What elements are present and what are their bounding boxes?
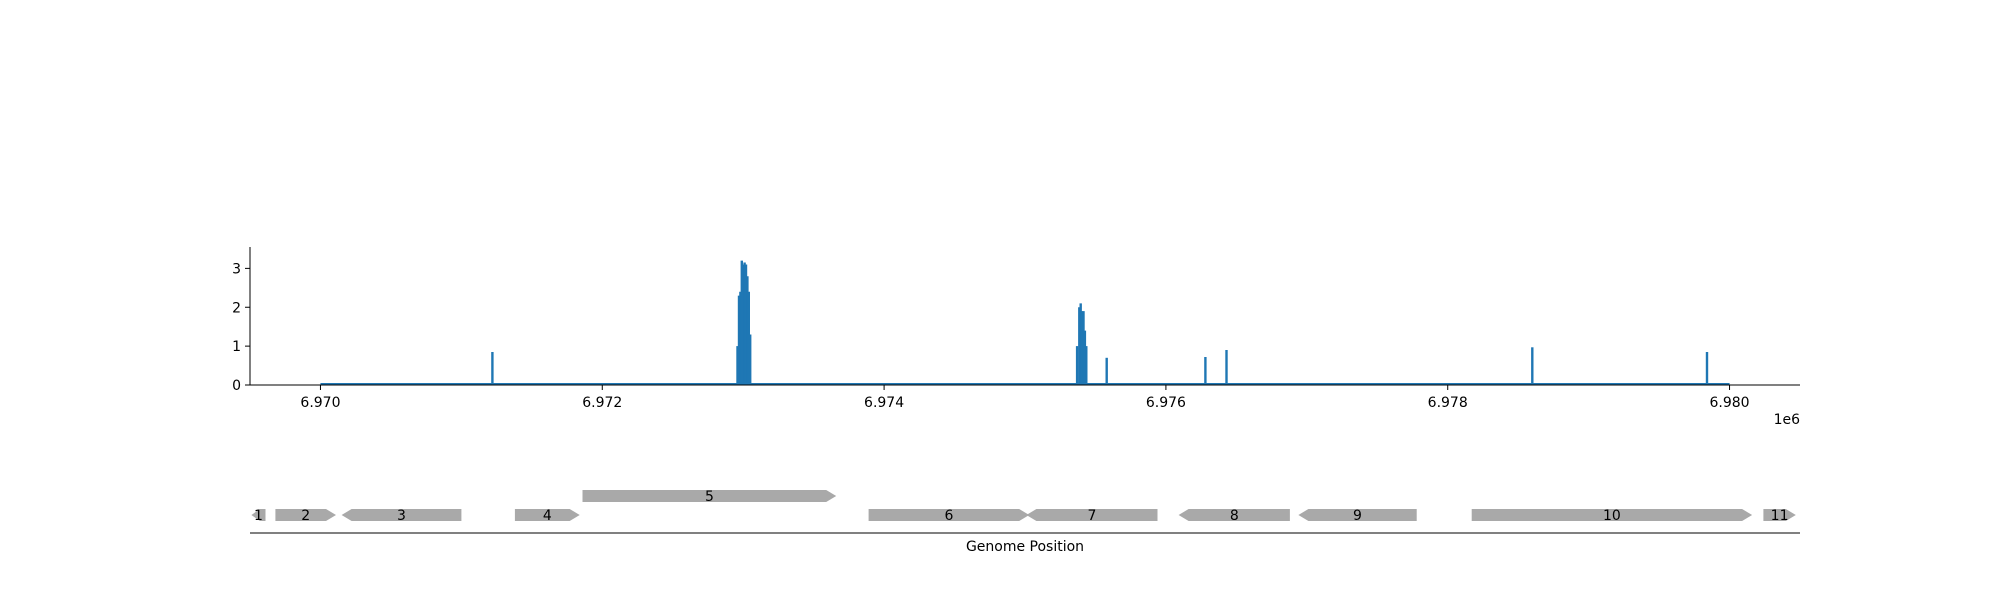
gene-arrow: [1178, 509, 1290, 521]
gene-10: 10: [1471, 508, 1753, 524]
gene-4: 4: [514, 508, 580, 524]
x-tick-label: 6.978: [1428, 395, 1468, 411]
gene-8: 8: [1178, 508, 1290, 524]
gene-arrow: [1763, 509, 1796, 521]
gene-label: 11: [1771, 508, 1789, 524]
gene-label: 5: [705, 489, 714, 505]
gene-7: 7: [1026, 508, 1158, 524]
gene-1: 1: [251, 508, 266, 524]
gene-label: 4: [543, 508, 552, 524]
gene-6: 6: [868, 508, 1030, 524]
gene-label: 3: [397, 508, 406, 524]
gene-label: 7: [1087, 508, 1096, 524]
coverage-x-ticks: 6.970 6.972 6.974 6.976 6.978 6.980: [300, 385, 1750, 411]
y-tick-label: 0: [232, 378, 241, 394]
gene-label: 6: [944, 508, 953, 524]
x-tick-label: 6.974: [864, 395, 904, 411]
gene-arrow: [582, 490, 837, 502]
gene-11: 11: [1763, 508, 1796, 524]
coverage-spikes: [491, 260, 1709, 385]
gene-arrow: [1298, 509, 1417, 521]
y-tick-label: 2: [232, 300, 241, 316]
gene-label: 1: [254, 508, 263, 524]
gene-3: 3: [341, 508, 462, 524]
gene-arrow: [514, 509, 580, 521]
gene-arrow: [251, 509, 266, 521]
gene-label: 2: [301, 508, 310, 524]
gene-arrow: [1026, 509, 1158, 521]
gene-label: 9: [1353, 508, 1362, 524]
gene-arrow: [1471, 509, 1753, 521]
gene-track-x-label: Genome Position: [966, 539, 1084, 555]
gene-9: 9: [1298, 508, 1417, 524]
x-axis-offset-label: 1e6: [1774, 412, 1801, 428]
gene-track-panel: 1 2 3 4 5 6 7 8 9 10 11 Genome Position: [250, 489, 1800, 555]
x-tick-label: 6.976: [1146, 395, 1186, 411]
gene-arrow: [275, 509, 336, 521]
x-tick-label: 6.970: [300, 395, 340, 411]
gene-2: 2: [275, 508, 336, 524]
coverage-y-ticks: 0 1 2 3: [232, 261, 250, 394]
gene-arrow: [341, 509, 462, 521]
gene-label: 8: [1230, 508, 1239, 524]
gene-arrow: [868, 509, 1030, 521]
coverage-panel: 0 1 2 3 6.970 6.972 6.974 6.976 6.978 6.980 1e6: [232, 247, 1800, 428]
y-tick-label: 1: [232, 339, 241, 355]
gene-arrows: 1 2 3 4 5 6 7 8 9 10 11: [251, 489, 1796, 524]
x-tick-label: 6.980: [1709, 395, 1749, 411]
gene-5: 5: [582, 489, 837, 505]
y-tick-label: 3: [232, 261, 241, 277]
x-tick-label: 6.972: [582, 395, 622, 411]
gene-label: 10: [1603, 508, 1621, 524]
